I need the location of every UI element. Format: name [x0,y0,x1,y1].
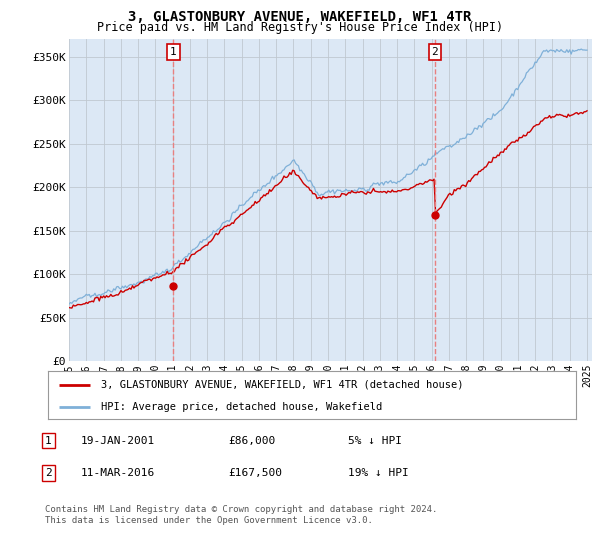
Text: 1: 1 [45,436,52,446]
Text: 2: 2 [45,468,52,478]
Text: £86,000: £86,000 [228,436,275,446]
Text: 3, GLASTONBURY AVENUE, WAKEFIELD, WF1 4TR: 3, GLASTONBURY AVENUE, WAKEFIELD, WF1 4T… [128,10,472,24]
Text: 3, GLASTONBURY AVENUE, WAKEFIELD, WF1 4TR (detached house): 3, GLASTONBURY AVENUE, WAKEFIELD, WF1 4T… [101,380,463,390]
Text: Price paid vs. HM Land Registry's House Price Index (HPI): Price paid vs. HM Land Registry's House … [97,21,503,34]
Text: 5% ↓ HPI: 5% ↓ HPI [348,436,402,446]
Text: £167,500: £167,500 [228,468,282,478]
Text: HPI: Average price, detached house, Wakefield: HPI: Average price, detached house, Wake… [101,402,382,412]
Text: Contains HM Land Registry data © Crown copyright and database right 2024.
This d: Contains HM Land Registry data © Crown c… [45,505,437,525]
Text: 19% ↓ HPI: 19% ↓ HPI [348,468,409,478]
Text: 2: 2 [431,47,438,57]
Text: 19-JAN-2001: 19-JAN-2001 [81,436,155,446]
Text: 11-MAR-2016: 11-MAR-2016 [81,468,155,478]
Text: 1: 1 [170,47,177,57]
